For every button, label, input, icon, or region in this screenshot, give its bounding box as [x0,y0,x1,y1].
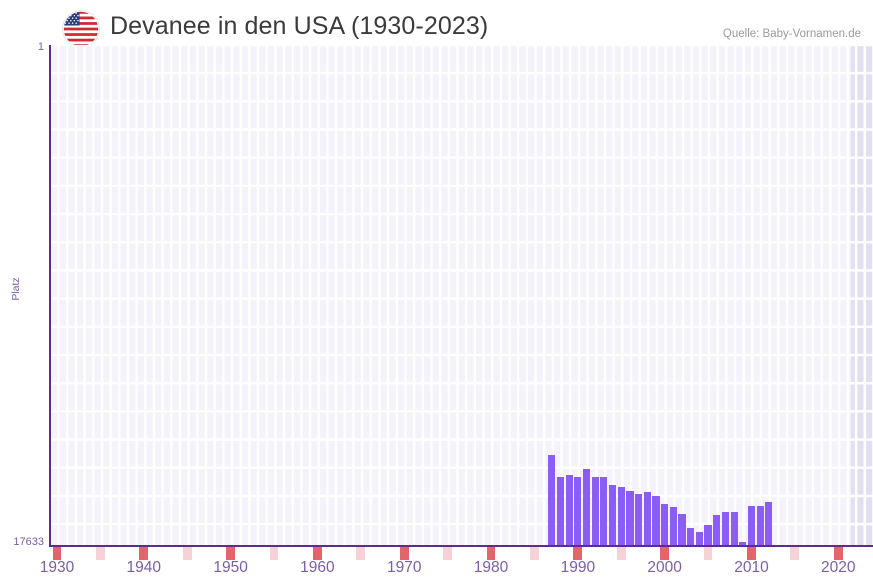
bar-1988 [556,477,565,545]
y-axis-title: Platz [10,277,22,301]
x-tick-mark-minor-1975 [443,547,452,560]
bar-1994 [608,485,617,545]
x-axis-label-1960: 1960 [300,559,335,576]
bar-2003 [687,528,695,545]
bar-2006 [713,515,721,545]
us-flag-icon [63,11,99,47]
bar-2004 [695,532,703,545]
x-tick-mark-minor-1955 [269,547,279,560]
x-axis-label-2000: 2000 [647,559,682,576]
bar-2010 [747,506,756,545]
x-tick-mark-minor-2015 [790,547,800,560]
y-axis-tick-bottom: 17633 [13,536,44,548]
x-axis-label-1940: 1940 [126,559,162,576]
x-axis-line [49,545,873,547]
bar-2005 [704,525,712,545]
x-tick-mark-minor-1965 [356,547,366,560]
bar-2002 [678,514,686,545]
bar-2001 [669,507,677,545]
x-tick-mark-1970 [399,547,409,560]
x-axis-label-1950: 1950 [213,559,248,576]
x-tick-mark-minor-1985 [530,547,539,560]
x-tick-mark-2000 [660,547,669,560]
bar-1992 [591,477,599,545]
grid [50,45,873,545]
x-tick-mark-1990 [573,547,583,560]
x-axis-label-1980: 1980 [473,559,509,576]
x-tick-mark-2010 [747,547,756,560]
bar-1991 [582,469,591,545]
x-tick-mark-minor-1995 [616,547,626,560]
x-axis-label-2020: 2020 [821,559,856,576]
bar-2012 [765,502,773,545]
bar-2007 [721,512,730,545]
bar-1997 [635,494,643,545]
x-tick-mark-1960 [313,547,322,560]
plot-area [50,45,873,545]
x-axis-label-1970: 1970 [386,559,422,576]
bar-1987 [548,455,556,545]
bar-1996 [626,491,634,545]
bar-1995 [617,487,625,545]
page-title: Devanee in den USA (1930-2023) [110,12,489,40]
x-tick-mark-1980 [486,547,496,560]
bar-1989 [565,475,573,545]
source-attribution: Quelle: Baby-Vornamen.de [722,28,861,40]
x-tick-mark-minor-1935 [96,547,105,560]
x-tick-mark-1950 [226,547,235,560]
bar-2011 [756,506,764,545]
y-axis-tick-top: 1 [37,41,44,53]
no-data-band-grid [851,45,873,545]
y-axis-line [49,45,51,547]
x-axis-label-1930: 1930 [39,559,75,576]
bar-2008 [730,512,738,545]
x-tick-mark-2020 [833,547,843,560]
x-tick-mark-1930 [52,547,62,560]
x-tick-mark-1940 [139,547,149,560]
x-tick-mark-minor-2005 [703,547,713,560]
x-tick-mark-minor-1945 [182,547,192,560]
bar-2009 [739,542,747,545]
bar-1993 [600,477,608,545]
bar-1998 [643,492,651,545]
bar-1999 [652,496,660,545]
bar-2000 [661,504,669,545]
x-axis-label-1990: 1990 [560,559,596,576]
bar-1990 [574,477,582,545]
x-axis-label-2010: 2010 [734,559,769,576]
